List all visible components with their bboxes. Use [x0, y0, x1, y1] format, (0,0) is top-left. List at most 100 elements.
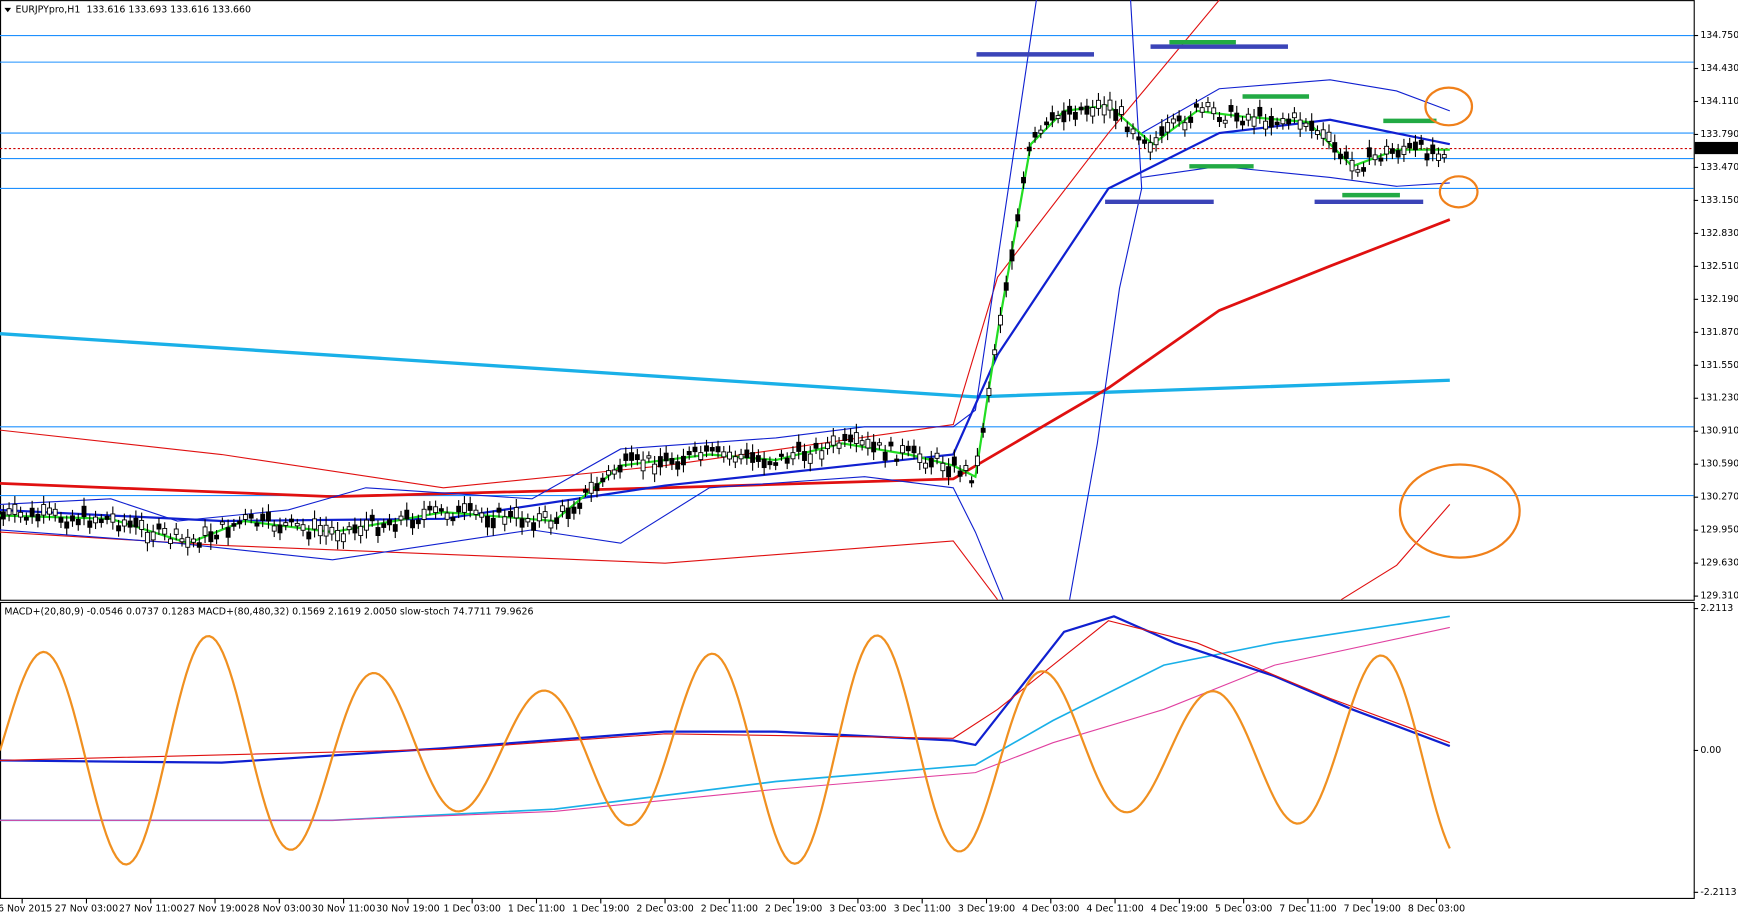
candle [692, 446, 698, 453]
candle [1407, 142, 1413, 149]
price-label: 133.470 [1700, 162, 1738, 173]
candle [387, 519, 392, 526]
candle [600, 477, 606, 483]
candle [150, 531, 156, 541]
price-label: 129.310 [1700, 591, 1738, 602]
candle [127, 520, 133, 528]
price-label: 132.190 [1700, 294, 1738, 305]
candle [807, 453, 813, 464]
candle [312, 518, 318, 530]
candle [1338, 153, 1343, 160]
circle [1424, 86, 1474, 127]
candle [888, 441, 894, 447]
indicator-legend: MACD+(20,80,9) -0.0546 0.0737 0.1283 MAC… [4, 606, 533, 617]
candle [1101, 104, 1107, 116]
candle [980, 427, 986, 433]
candle [116, 525, 122, 532]
candle [196, 542, 202, 548]
candle [202, 526, 208, 536]
candle [1199, 107, 1205, 113]
candle [139, 519, 145, 530]
time-label: 2 Dec 03:00 [636, 903, 693, 914]
candle [271, 525, 277, 532]
candle [652, 463, 658, 475]
candle [946, 466, 952, 478]
candle [681, 455, 686, 466]
candle [485, 515, 490, 528]
indicator-label: -2.2113 [1700, 887, 1736, 898]
candle [490, 517, 496, 529]
candle [1044, 121, 1050, 126]
candle [825, 442, 830, 450]
candle [266, 511, 271, 522]
bb-top2 [1141, 79, 1451, 134]
candle [1274, 121, 1280, 126]
candle [969, 480, 975, 484]
macd-fast [0, 615, 1451, 764]
candle [392, 524, 398, 532]
candle [853, 432, 859, 444]
candle [565, 507, 571, 519]
candle [704, 445, 709, 452]
candle [905, 445, 911, 452]
candle [1193, 103, 1199, 108]
candle [1309, 120, 1315, 131]
candle [669, 458, 675, 465]
candle [467, 503, 473, 511]
symbol: EURJPYpro,H1 [16, 5, 81, 16]
candle [1124, 126, 1130, 133]
candle [830, 435, 836, 446]
candle [686, 450, 692, 456]
candle [1366, 147, 1372, 158]
candle [1315, 130, 1320, 135]
candle [346, 526, 352, 531]
candle [1441, 154, 1447, 159]
candle [744, 449, 750, 459]
candle [1096, 99, 1101, 109]
time-label: 2 Dec 11:00 [701, 903, 758, 914]
bb-bottom [0, 476, 1004, 600]
candle [260, 513, 266, 521]
candle [1343, 151, 1349, 159]
candle [802, 451, 807, 461]
candle [513, 507, 519, 519]
candle [1424, 153, 1430, 161]
candle [1430, 144, 1436, 155]
menu-arrow [4, 7, 12, 13]
candle [1395, 150, 1401, 158]
candle [1413, 141, 1418, 151]
candle [1240, 120, 1245, 126]
candle [554, 517, 560, 524]
candle [663, 452, 669, 462]
circles [1398, 86, 1521, 559]
time-label: 8 Dec 03:00 [1408, 903, 1465, 914]
candle [1061, 110, 1067, 123]
candle [225, 527, 231, 538]
candle [859, 440, 865, 446]
candle [433, 506, 439, 514]
candle [1326, 131, 1332, 142]
candle [1251, 116, 1257, 127]
candle [335, 530, 341, 542]
macd-slow-signal [0, 626, 1450, 821]
candle [675, 461, 681, 470]
candle [277, 524, 283, 534]
candle [133, 517, 139, 528]
candle [369, 514, 375, 522]
current-price: 133.660 [1700, 143, 1738, 154]
candle [93, 516, 98, 524]
candle [617, 464, 623, 473]
price-label: 133.150 [1700, 195, 1738, 206]
ohlc: 133.616 133.693 133.616 133.660 [86, 5, 251, 16]
candle [104, 515, 110, 520]
candle [876, 442, 882, 446]
time-label: 7 Dec 19:00 [1344, 903, 1401, 914]
candle [571, 506, 577, 514]
candle [992, 349, 998, 356]
candle [1297, 119, 1303, 130]
candle [848, 434, 854, 443]
price-label: 130.270 [1700, 492, 1738, 503]
candle [1026, 146, 1032, 152]
candle [1015, 214, 1021, 222]
